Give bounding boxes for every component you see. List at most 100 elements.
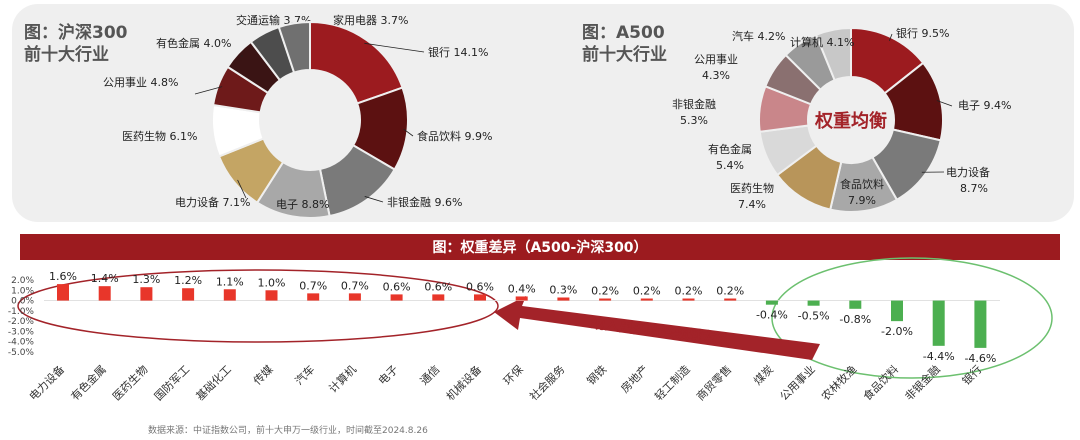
slice-label: 食品饮料 bbox=[840, 177, 884, 191]
slice-label: 电子 8.8% bbox=[276, 198, 329, 211]
category-label: 社会服务 bbox=[527, 362, 568, 403]
y-tick-label: -3.0% bbox=[8, 327, 35, 337]
right-pie-subtitle: 前十大行业 bbox=[582, 44, 667, 65]
left-pie-title: 图：沪深300 bbox=[24, 22, 128, 43]
leader-line bbox=[237, 179, 247, 199]
bar-value-label: 1.0% bbox=[258, 276, 286, 289]
category-label: 环保 bbox=[500, 362, 525, 387]
y-tick-label: 2.0% bbox=[11, 276, 34, 286]
category-label: 非银金融 bbox=[902, 362, 943, 403]
category-label: 电子 bbox=[376, 363, 401, 388]
bar bbox=[891, 300, 903, 322]
y-tick-label: -2.0% bbox=[8, 317, 35, 327]
bar-value-label: 1.3% bbox=[132, 273, 160, 286]
bar bbox=[432, 294, 445, 301]
annotation-text: 纳入更多新兴领域龙头 bbox=[590, 315, 731, 349]
left-donut-chart: 银行 14.1% 食品饮料 9.9% 非银金融 9.6% 电子 8.8% 电力设备 7.… bbox=[103, 13, 492, 219]
bar-value-label: 0.3% bbox=[549, 283, 577, 296]
slice-label: 非银金融 9.6% bbox=[387, 195, 462, 209]
category-label: 机械设备 bbox=[443, 362, 484, 403]
bar-value-label: -4.4% bbox=[923, 350, 955, 363]
category-label: 传媒 bbox=[251, 363, 276, 388]
bar bbox=[182, 288, 195, 301]
bar-value-label: -2.0% bbox=[881, 325, 913, 338]
category-label: 计算机 bbox=[326, 362, 359, 395]
category-label: 基础化工 bbox=[193, 362, 234, 403]
center-badge-label: 权重均衡 bbox=[814, 110, 887, 132]
category-label: 钢铁 bbox=[584, 363, 609, 388]
bar-value-label: 0.6% bbox=[424, 280, 452, 293]
slice-value: 5.3% bbox=[680, 114, 708, 127]
slice-label: 银行 14.1% bbox=[428, 45, 488, 59]
category-label: 电力设备 bbox=[26, 362, 67, 403]
slice-value: 8.7% bbox=[960, 182, 988, 195]
category-label: 医药生物 bbox=[110, 362, 151, 403]
slice-label: 家用电器 3.7% bbox=[333, 13, 408, 27]
bar-value-label: 0.2% bbox=[675, 285, 703, 298]
slice-label: 有色金属 bbox=[708, 142, 752, 156]
weight-difference-bar-chart: 纳入更多新兴领域龙头2.0%1.0%0.0%-1.0%-2.0%-3.0%-4.… bbox=[8, 257, 1053, 403]
bar-value-label: 0.2% bbox=[591, 285, 619, 298]
slice-label: 医药生物 6.1% bbox=[122, 129, 197, 143]
pie-slice-10 bbox=[814, 26, 852, 82]
y-tick-label: -1.0% bbox=[8, 307, 35, 317]
category-label: 汽车 bbox=[292, 362, 317, 387]
category-label: 公用事业 bbox=[777, 363, 817, 403]
bar bbox=[140, 287, 153, 301]
slice-value: 5.4% bbox=[716, 159, 744, 172]
slice-label: 电力设备 bbox=[946, 165, 990, 179]
y-tick-label: 1.0% bbox=[11, 286, 34, 296]
trend-arrow bbox=[494, 296, 820, 360]
bar bbox=[599, 298, 612, 301]
slice-label: 银行 9.5% bbox=[896, 26, 949, 40]
category-label: 农林牧渔 bbox=[818, 362, 859, 403]
bar bbox=[57, 284, 69, 301]
right-pie-title: 图：A500 bbox=[582, 23, 665, 43]
leader-line bbox=[403, 128, 414, 137]
bar bbox=[765, 300, 778, 305]
bar bbox=[724, 298, 737, 301]
category-label: 国防军工 bbox=[151, 362, 192, 403]
slice-label: 公用事业 4.8% bbox=[103, 76, 178, 89]
category-label: 煤炭 bbox=[751, 363, 776, 388]
bar-value-label: -0.4% bbox=[756, 309, 788, 322]
leader-line bbox=[936, 100, 953, 107]
bar bbox=[974, 300, 987, 348]
bar bbox=[348, 293, 361, 301]
bar-value-label: 1.6% bbox=[49, 270, 77, 283]
banner bbox=[20, 234, 1060, 260]
bar-value-label: -0.8% bbox=[839, 313, 871, 326]
leader-line bbox=[194, 86, 223, 95]
bar bbox=[474, 294, 486, 301]
bar bbox=[265, 290, 278, 301]
category-label: 房地产 bbox=[618, 362, 651, 395]
slice-label: 非银金融 bbox=[672, 97, 716, 111]
bar-value-label: 0.7% bbox=[341, 279, 369, 292]
slice-label: 有色金属 4.0% bbox=[156, 36, 231, 50]
center-badge bbox=[809, 78, 893, 162]
bar-value-label: 0.7% bbox=[299, 279, 327, 292]
slice-label: 食品饮料 9.9% bbox=[417, 129, 492, 143]
category-label: 通信 bbox=[418, 363, 443, 388]
bar-value-label: 0.4% bbox=[508, 282, 536, 295]
y-tick-label: -5.0% bbox=[8, 348, 35, 358]
bar-value-label: -0.5% bbox=[798, 310, 830, 323]
slice-value: 4.3% bbox=[702, 69, 730, 82]
bar-value-label: 0.6% bbox=[466, 280, 494, 293]
bar bbox=[98, 286, 111, 301]
bar bbox=[849, 300, 862, 309]
left-pie-subtitle: 前十大行业 bbox=[24, 44, 109, 65]
category-label: 食品饮料 bbox=[860, 362, 901, 403]
bar bbox=[807, 300, 820, 306]
slice-label: 公用事业 bbox=[694, 53, 738, 66]
bar-value-label: 1.1% bbox=[216, 275, 244, 288]
bar-value-label: 1.2% bbox=[174, 274, 202, 287]
bar-value-label: 0.2% bbox=[716, 285, 744, 298]
right-donut-chart: 银行 9.5% 电子 9.4% 电力设备 8.7% 食品饮料 7.9% 医药生物 7.4% 有色… bbox=[672, 26, 1011, 213]
leader-line bbox=[364, 196, 384, 203]
green-highlight-ellipse bbox=[771, 257, 1053, 379]
banner-title: 图：权重差异（A500-沪深300） bbox=[432, 239, 647, 256]
bar bbox=[515, 296, 528, 301]
